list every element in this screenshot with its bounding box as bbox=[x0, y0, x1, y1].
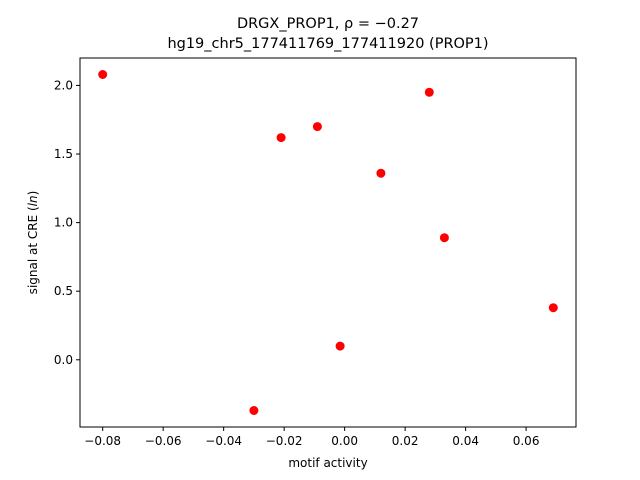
y-tick-label: 0.0 bbox=[54, 353, 73, 367]
x-tick-label: −0.04 bbox=[205, 434, 242, 448]
x-tick-label: −0.06 bbox=[145, 434, 182, 448]
plot-frame bbox=[79, 57, 577, 428]
x-axis-label: motif activity bbox=[288, 456, 367, 470]
scatter-points bbox=[98, 70, 558, 415]
data-point bbox=[249, 406, 259, 415]
data-point bbox=[376, 168, 386, 178]
chart-subtitle: hg19_chr5_177411769_177411920 (PROP1) bbox=[167, 36, 488, 52]
chart-title: DRGX_PROP1, ρ = −0.27 bbox=[237, 16, 419, 32]
x-tick-label: 0.00 bbox=[331, 434, 358, 448]
x-tick-label: 0.04 bbox=[452, 434, 479, 448]
data-point bbox=[276, 133, 286, 143]
y-tick-label: 0.5 bbox=[54, 284, 73, 298]
data-point bbox=[335, 341, 345, 351]
y-tick-label: 2.0 bbox=[54, 78, 73, 92]
data-point bbox=[312, 122, 322, 132]
x-tick-label: 0.02 bbox=[392, 434, 419, 448]
y-tick-label: 1.5 bbox=[54, 147, 73, 161]
data-point bbox=[424, 87, 434, 97]
x-tick-label: −0.08 bbox=[84, 434, 121, 448]
x-axis: −0.08 −0.06 −0.04 −0.02 0.00 0.02 0.04 0.06 bbox=[84, 427, 539, 448]
data-point bbox=[548, 303, 558, 313]
y-tick-label: 1.0 bbox=[54, 216, 73, 230]
data-point bbox=[439, 233, 449, 243]
data-point bbox=[98, 70, 108, 79]
y-axis-label: signal at CRE (ln) bbox=[26, 191, 40, 295]
x-tick-label: −0.02 bbox=[266, 434, 303, 448]
x-tick-label: 0.06 bbox=[513, 434, 540, 448]
y-axis: 0.0 0.5 1.0 1.5 2.0 bbox=[54, 78, 80, 367]
